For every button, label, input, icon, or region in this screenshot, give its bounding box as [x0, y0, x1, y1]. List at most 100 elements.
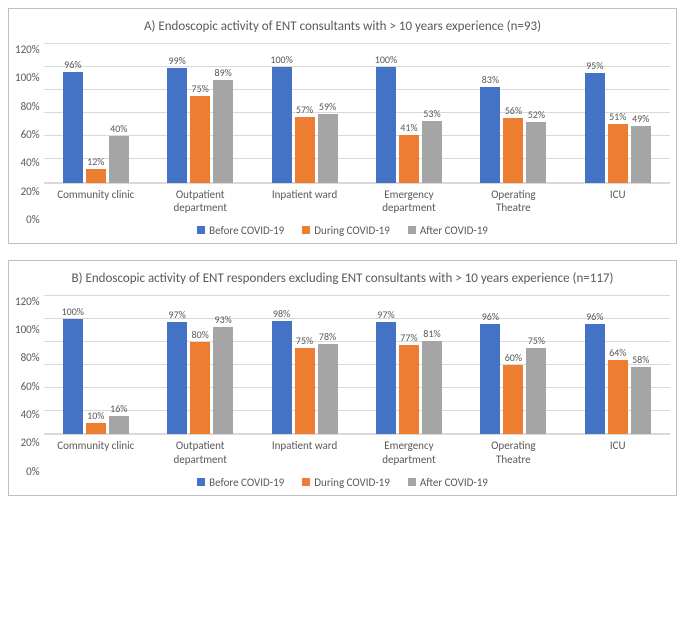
- bar-group: 100% 57% 59%: [272, 44, 338, 183]
- bar-after: 89%: [213, 80, 233, 183]
- bar-during: 56%: [503, 118, 523, 183]
- x-label: Emergency department: [369, 439, 449, 465]
- legend-item-before: Before COVID-19: [197, 224, 284, 237]
- legend-item-during: During COVID-19: [302, 476, 390, 489]
- bar-before: 97%: [376, 322, 396, 434]
- x-label: ICU: [578, 188, 658, 214]
- legend-item-after: After COVID-19: [408, 224, 488, 237]
- bar-value-label: 77%: [400, 331, 417, 344]
- bar-during: 60%: [503, 365, 523, 434]
- legend-swatch: [302, 226, 310, 234]
- bar-after: 58%: [631, 367, 651, 434]
- bar-value-label: 51%: [609, 110, 626, 123]
- bar-value-label: 56%: [505, 104, 522, 117]
- bar-value-label: 100%: [62, 305, 84, 318]
- bar-value-label: 75%: [192, 82, 209, 95]
- x-label: Community clinic: [56, 188, 136, 214]
- bar-group: 97%80%93%: [167, 296, 233, 435]
- bar-value-label: 100%: [375, 53, 397, 66]
- x-label: Inpatient ward: [265, 188, 345, 214]
- bar-before: 96%: [63, 72, 83, 183]
- bar-during: 64%: [608, 360, 628, 434]
- bar-group: 95%51%49%: [585, 44, 651, 183]
- legend-label: After COVID-19: [420, 224, 488, 237]
- legend-label: Before COVID-19: [209, 224, 284, 237]
- bar-before: 98%: [272, 321, 292, 434]
- bar-during: 10%: [86, 423, 106, 435]
- y-axis: 120%100%80%60%40%20%0%: [15, 44, 44, 214]
- bar-value-label: 52%: [528, 108, 545, 121]
- bar-after: 75%: [526, 348, 546, 435]
- bar-value-label: 49%: [632, 112, 649, 125]
- bar-value-label: 100%: [270, 53, 292, 66]
- bar-value-label: 53%: [423, 107, 440, 120]
- bar-groups: 96%12%40%99%75%89%100%57%59%100%41%53%83…: [44, 44, 670, 183]
- legend-label: During COVID-19: [314, 476, 390, 489]
- bar-value-label: 96%: [586, 310, 603, 323]
- legend-item-during: During COVID-19: [302, 224, 390, 237]
- chart-panel-A: A) Endoscopic activity of ENT consultant…: [8, 8, 677, 244]
- bar-value-label: 60%: [505, 351, 522, 364]
- bar-value-label: 75%: [296, 334, 313, 347]
- legend-swatch: [302, 478, 310, 486]
- bar-groups: 100%10%16%97%80%93%98%75%78%97%77%81%96%…: [44, 296, 670, 435]
- legend: Before COVID-19During COVID-19After COVI…: [15, 476, 670, 489]
- legend-label: Before COVID-19: [209, 476, 284, 489]
- plot-area: 100%10%16%97%80%93%98%75%78%97%77%81%96%…: [44, 296, 670, 436]
- bar-before: 95%: [585, 73, 605, 183]
- bar-group: 99%75%89%: [167, 44, 233, 183]
- bar-value-label: 96%: [64, 58, 81, 71]
- bar-value-label: 96%: [482, 310, 499, 323]
- legend-swatch: [408, 226, 416, 234]
- bar-during: 77%: [399, 345, 419, 434]
- bar-during: 80%: [190, 342, 210, 434]
- bar-during: 41%: [399, 135, 419, 182]
- x-axis: Community clinic Outpatient department Inp…: [44, 188, 670, 214]
- bar-after: 53%: [422, 121, 442, 182]
- bar-before: 97%: [167, 322, 187, 434]
- bar-after: 93%: [213, 327, 233, 434]
- bar-group: 98% 75% 78%: [272, 296, 338, 435]
- x-label: Operating Theatre: [473, 188, 553, 214]
- bar-before: 99%: [167, 68, 187, 182]
- bar-value-label: 98%: [273, 307, 290, 320]
- bar-value-label: 41%: [400, 121, 417, 134]
- bar-value-label: 93%: [215, 313, 232, 326]
- x-label: Outpatient department: [160, 188, 240, 214]
- bar-value-label: 80%: [192, 328, 209, 341]
- chart-body: 120%100%80%60%40%20%0%96%12%40%99%75%89%…: [15, 44, 670, 214]
- bar-before: 100%: [272, 67, 292, 183]
- bar-before: 100%: [63, 319, 83, 435]
- bar-value-label: 64%: [609, 346, 626, 359]
- bar-during: 75%: [190, 96, 210, 183]
- x-label: Inpatient ward: [265, 439, 345, 465]
- bar-group: 97%77%81%: [376, 296, 442, 435]
- x-label: Community clinic: [56, 439, 136, 465]
- bar-after: 40%: [109, 136, 129, 182]
- bar-value-label: 58%: [632, 353, 649, 366]
- bar-before: 100%: [376, 67, 396, 183]
- bar-value-label: 57%: [296, 103, 313, 116]
- bar-group: 100%10%16%: [63, 296, 129, 435]
- bar-value-label: 75%: [528, 334, 545, 347]
- bar-during: 51%: [608, 124, 628, 183]
- bar-before: 83%: [480, 87, 500, 183]
- bar-group: 96%60%75%: [480, 296, 546, 435]
- bar-value-label: 59%: [319, 100, 336, 113]
- bar-value-label: 12%: [87, 155, 104, 168]
- legend-item-before: Before COVID-19: [197, 476, 284, 489]
- legend-label: During COVID-19: [314, 224, 390, 237]
- panel-title: A) Endoscopic activity of ENT consultant…: [15, 19, 670, 36]
- legend: Before COVID-19 During COVID-19 After COVI…: [15, 224, 670, 237]
- chart-body: 120%100%80%60%40%20%0%100%10%16%97%80%93…: [15, 296, 670, 466]
- bar-after: 52%: [526, 122, 546, 182]
- bar-group: 100%41%53%: [376, 44, 442, 183]
- bar-group: 96% 12% 40%: [63, 44, 129, 183]
- bar-after: 78%: [318, 344, 338, 434]
- bar-value-label: 10%: [87, 409, 104, 422]
- bar-value-label: 81%: [423, 327, 440, 340]
- bar-value-label: 16%: [110, 402, 127, 415]
- bar-value-label: 40%: [110, 122, 127, 135]
- x-label: Outpatient department: [160, 439, 240, 465]
- bar-value-label: 89%: [215, 66, 232, 79]
